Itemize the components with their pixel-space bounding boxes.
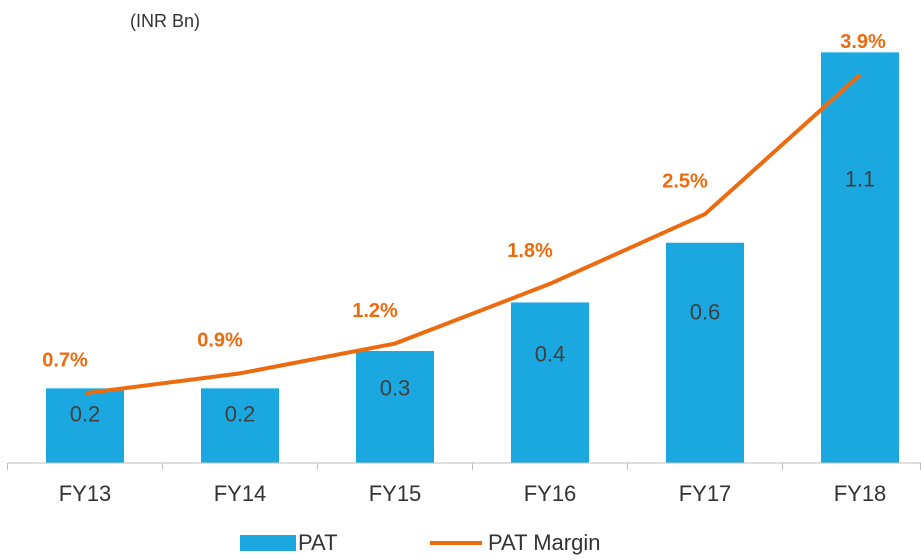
bar-value-label: 1.1	[845, 166, 876, 191]
bar-value-label: 0.3	[380, 375, 411, 400]
bar	[511, 302, 589, 463]
unit-label: (INR Bn)	[130, 11, 200, 31]
margin-label: 2.5%	[662, 170, 708, 192]
bar-value-label: 0.2	[70, 402, 101, 427]
bar	[666, 242, 744, 463]
x-tick-label: FY15	[369, 481, 422, 506]
bar	[46, 388, 124, 463]
x-tick-label: FY14	[214, 481, 267, 506]
bar	[821, 52, 899, 463]
x-tick-label: FY17	[679, 481, 732, 506]
bar	[356, 351, 434, 463]
bar-value-label: 0.2	[225, 402, 256, 427]
x-tick-label: FY18	[834, 481, 887, 506]
margin-label: 0.9%	[197, 330, 243, 352]
legend-label: PAT	[298, 530, 338, 555]
margin-label: 1.8%	[507, 240, 553, 262]
x-tick-label: FY13	[59, 481, 112, 506]
bar-value-label: 0.6	[690, 300, 721, 325]
x-tick-label: FY16	[524, 481, 577, 506]
margin-label: 3.9%	[840, 31, 886, 53]
bar-value-label: 0.4	[535, 341, 566, 366]
legend-swatch	[240, 535, 296, 551]
bar	[201, 388, 279, 463]
margin-label: 0.7%	[42, 350, 88, 372]
margin-label: 1.2%	[352, 300, 398, 322]
margin-line	[84, 73, 862, 396]
legend-label: PAT Margin	[488, 530, 600, 555]
